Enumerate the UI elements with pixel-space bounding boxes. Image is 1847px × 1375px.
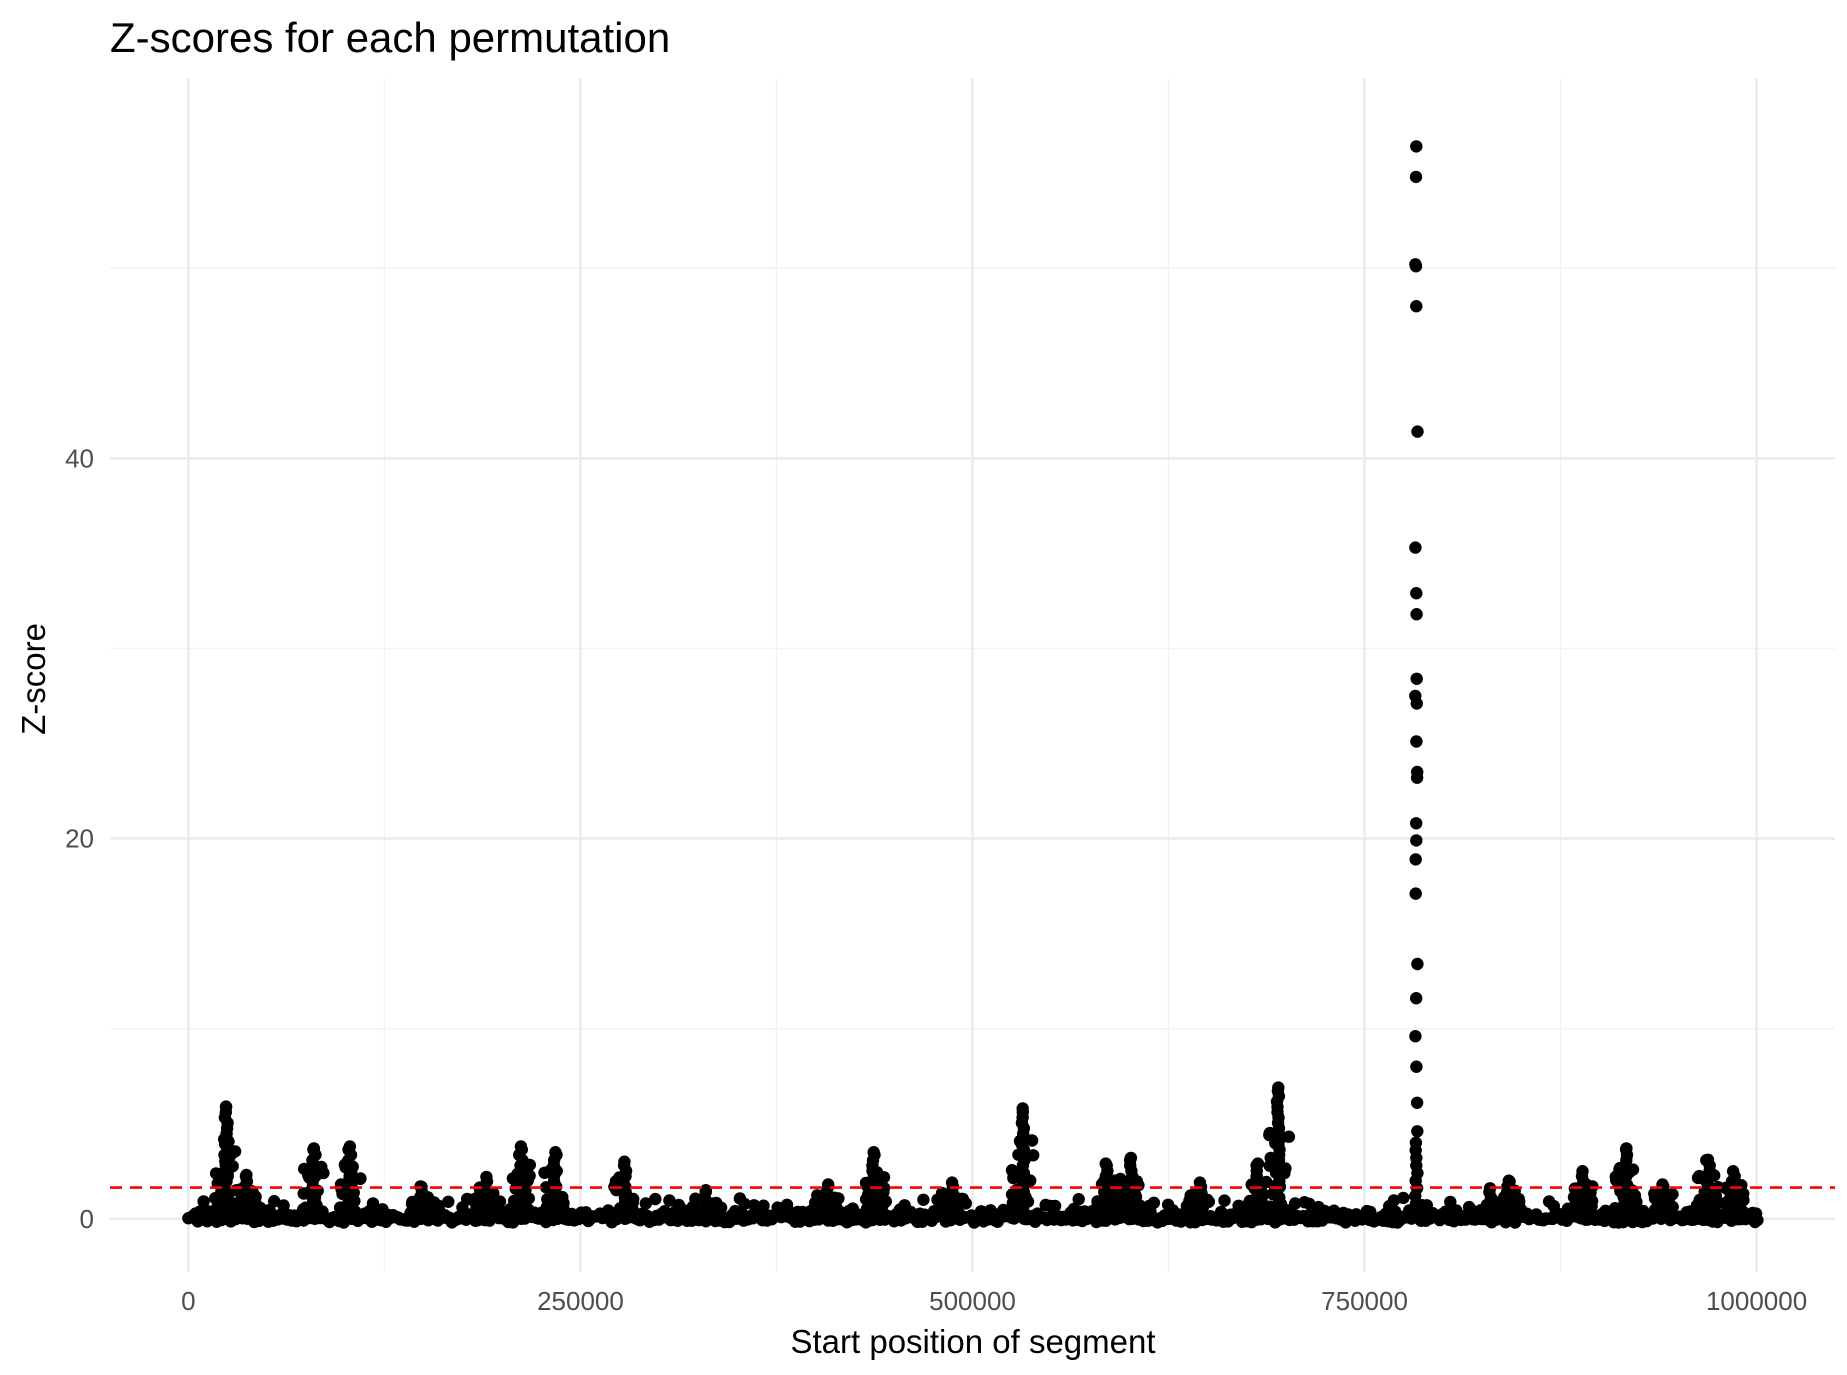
data-point (1411, 1125, 1424, 1138)
data-point (1288, 1197, 1302, 1210)
data-point (307, 1142, 321, 1155)
data-point (1397, 1191, 1410, 1205)
data-point (1263, 1128, 1276, 1142)
x-tick-label: 250000 (537, 1286, 624, 1316)
data-point (1005, 1164, 1019, 1177)
data-point (1410, 1096, 1424, 1110)
data-point (877, 1171, 891, 1184)
data-point (1576, 1165, 1589, 1178)
data-point (219, 1100, 233, 1113)
data-point (1410, 587, 1423, 600)
y-axis-ticks: 0 20 40 (65, 443, 94, 1234)
data-point (268, 1195, 281, 1208)
data-point (1410, 992, 1423, 1005)
data-point (917, 1193, 930, 1207)
data-point (1193, 1176, 1207, 1189)
data-point (1410, 834, 1423, 847)
data-point (432, 1199, 445, 1213)
data-point (1690, 1199, 1704, 1212)
data-point (354, 1172, 367, 1185)
chart-title: Z-scores for each permutation (110, 14, 670, 61)
data-point (699, 1184, 713, 1197)
data-point (1410, 672, 1423, 685)
data-point (757, 1199, 770, 1212)
data-point (945, 1176, 959, 1189)
data-point (639, 1197, 652, 1210)
data-point (1648, 1187, 1661, 1200)
x-tick-label: 750000 (1321, 1286, 1408, 1316)
data-point (618, 1155, 631, 1168)
data-point (1629, 1195, 1642, 1208)
data-point (480, 1170, 493, 1184)
data-point (514, 1140, 528, 1153)
data-point (1204, 1210, 1217, 1223)
data-point (811, 1189, 824, 1202)
data-point (1303, 1197, 1316, 1211)
data-point (1072, 1193, 1085, 1206)
data-point (240, 1168, 253, 1182)
x-tick-label: 500000 (929, 1286, 1016, 1316)
data-point (1410, 771, 1424, 784)
data-point (877, 1181, 891, 1195)
x-tick-label: 0 (181, 1286, 195, 1316)
data-point (1409, 260, 1423, 273)
y-tick-label: 0 (80, 1204, 94, 1234)
data-point (1409, 1030, 1422, 1043)
data-point (1016, 1102, 1029, 1115)
data-point (1409, 541, 1422, 554)
y-axis-label: Z-score (15, 623, 52, 735)
data-point (867, 1146, 880, 1159)
data-point (1410, 300, 1423, 313)
y-tick-label: 20 (65, 824, 94, 854)
data-point (1701, 1153, 1715, 1167)
data-point (1410, 735, 1423, 748)
data-point (1251, 1157, 1265, 1170)
data-point (442, 1195, 455, 1209)
data-point (1411, 425, 1424, 438)
data-point (1048, 1199, 1062, 1213)
data-point (738, 1197, 751, 1211)
data-point (1411, 957, 1424, 971)
data-point (197, 1195, 210, 1208)
data-point (1099, 1157, 1113, 1170)
y-tick-label: 40 (65, 443, 94, 473)
data-point (1409, 853, 1422, 866)
data-point (1410, 140, 1423, 153)
data-point (1272, 1081, 1285, 1094)
data-point (366, 1197, 380, 1210)
data-point (1387, 1194, 1401, 1207)
x-tick-label: 1000000 (1706, 1286, 1807, 1316)
data-point (1620, 1142, 1633, 1155)
data-point (1147, 1196, 1161, 1210)
data-point (689, 1192, 702, 1205)
data-point (1444, 1195, 1457, 1209)
data-point (1410, 608, 1423, 621)
data-point (1409, 170, 1423, 184)
x-axis-ticks: 0 250000 500000 750000 1000000 (181, 1286, 1807, 1316)
data-point (549, 1146, 562, 1159)
x-axis-label: Start position of segment (790, 1323, 1155, 1360)
data-point (780, 1198, 794, 1212)
plot-grid (110, 78, 1835, 1272)
data-point (1410, 817, 1423, 830)
data-point (1502, 1174, 1516, 1187)
data-point (1124, 1151, 1138, 1165)
data-point (1410, 1210, 1424, 1224)
data-point (1218, 1194, 1231, 1207)
data-point (1749, 1207, 1763, 1220)
data-point (1410, 1060, 1423, 1073)
data-point (1409, 887, 1422, 900)
data-points (182, 140, 1764, 1229)
data-point (935, 1186, 949, 1200)
data-point (277, 1199, 290, 1212)
data-point (649, 1192, 662, 1206)
data-point (1726, 1165, 1740, 1178)
data-point (1410, 697, 1424, 710)
data-point (663, 1194, 676, 1207)
data-point (343, 1140, 357, 1153)
